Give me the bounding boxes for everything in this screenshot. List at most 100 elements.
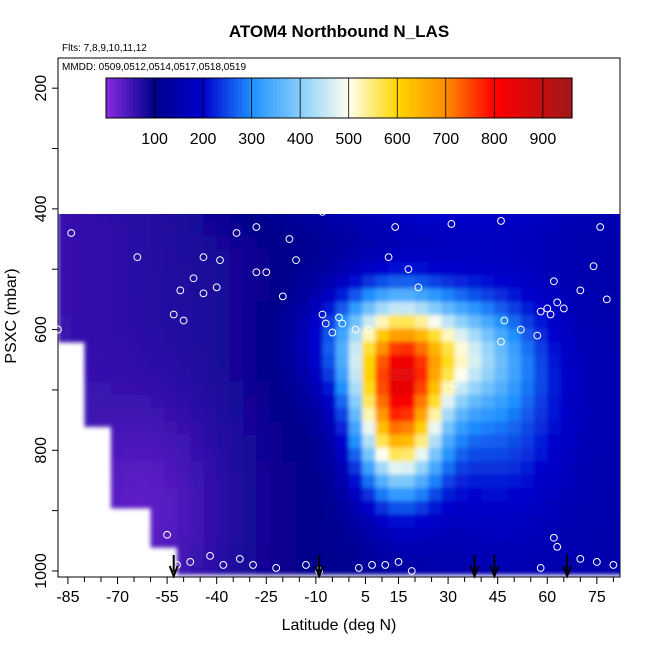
colorbar-frame	[105, 77, 573, 119]
heatmap-cell	[309, 381, 324, 396]
heatmap-cell	[84, 249, 99, 264]
heatmap-cell	[150, 328, 165, 343]
heatmap-cell	[547, 248, 562, 263]
heatmap-cell	[190, 222, 205, 237]
heatmap-cell	[348, 540, 363, 555]
sample-point	[447, 220, 456, 228]
heatmap-cell	[375, 514, 390, 529]
heatmap-cell	[401, 487, 416, 502]
heatmap-cell	[216, 381, 231, 396]
heatmap-cell	[322, 275, 337, 290]
heatmap-cell	[256, 487, 271, 502]
heatmap-cell	[494, 514, 509, 529]
heatmap-cell	[296, 328, 311, 343]
heatmap-cell	[441, 474, 456, 489]
heatmap-cell	[507, 248, 522, 263]
heatmap-cell	[415, 500, 430, 516]
heatmap-cell	[454, 328, 469, 343]
heatmap-cell	[322, 354, 337, 369]
heatmap-cell	[163, 394, 178, 409]
heatmap-cell	[163, 408, 178, 423]
heatmap-cell	[124, 447, 139, 462]
colorbar-segment	[339, 78, 344, 118]
heatmap-cell	[322, 567, 337, 575]
heatmap-cell	[600, 500, 615, 516]
x-axis: -85 -70 -55 -40 -25 -10 5 15 30 45 60 75	[56, 577, 614, 606]
heatmap-cell	[362, 567, 377, 575]
heatmap-cell	[507, 461, 522, 476]
heatmap-cell	[547, 474, 562, 489]
colorbar-segment	[420, 78, 426, 118]
heatmap-cell	[613, 275, 620, 290]
sample-point	[553, 141, 562, 150]
colorbar-segment	[230, 78, 235, 118]
heatmap-cell	[454, 500, 469, 516]
heatmap-cell	[269, 328, 284, 343]
sample-point	[186, 558, 195, 566]
heatmap-cell	[375, 368, 390, 383]
heatmap-cell	[494, 288, 509, 303]
heatmap-cell	[203, 500, 218, 516]
heatmap-cell	[454, 222, 469, 237]
heatmap-cell	[586, 214, 601, 223]
heatmap-cell	[507, 540, 522, 555]
heatmap-cell	[229, 275, 244, 290]
colorbar-segment	[424, 78, 429, 118]
heatmap-cell	[401, 447, 416, 462]
sample-point	[407, 567, 416, 575]
sample-point	[133, 253, 142, 262]
heatmap-cell	[229, 381, 244, 396]
heatmap-cell	[190, 214, 205, 223]
heatmap-cell	[348, 527, 363, 542]
colorbar-tick-label: 700	[432, 131, 459, 148]
colorbar-segment	[521, 78, 526, 118]
heatmap-cell	[375, 341, 390, 356]
heatmap-cell	[375, 214, 390, 223]
heatmap-cell	[177, 341, 192, 356]
heatmap-cell	[335, 554, 350, 569]
heatmap-cell	[586, 301, 601, 316]
heatmap-cell	[388, 500, 403, 516]
heatmap-cell	[362, 261, 377, 277]
heatmap-cell	[415, 434, 430, 449]
heatmap-cell	[309, 474, 324, 489]
colorbar-segment	[451, 78, 457, 118]
sample-point	[292, 256, 300, 265]
colorbar-segment	[362, 78, 367, 118]
arrow-marker-head	[469, 565, 480, 579]
heatmap-cell	[150, 354, 165, 369]
heatmap-cell	[362, 408, 377, 423]
heatmap-cell	[243, 288, 258, 303]
heatmap-cell	[110, 214, 125, 223]
heatmap-cell	[467, 461, 482, 476]
heatmap-cell	[269, 222, 284, 237]
heatmap-cell	[309, 540, 324, 555]
colorbar-segment	[486, 78, 492, 118]
sample-point	[596, 132, 605, 141]
heatmap-cell	[494, 341, 509, 356]
heatmap-cell	[84, 368, 99, 383]
heatmap-cell	[71, 214, 86, 224]
heatmap-cell	[520, 235, 535, 250]
heatmap-cell	[573, 408, 588, 423]
heatmap-cell	[362, 275, 377, 290]
heatmap-cell	[110, 288, 125, 303]
sample-point	[477, 168, 486, 177]
heatmap-cell	[401, 261, 416, 277]
heatmap-cell	[362, 514, 377, 529]
heatmap-cell	[507, 354, 522, 369]
heatmap-cell	[177, 222, 192, 237]
heatmap-cell	[401, 288, 416, 303]
heatmap-cell	[560, 248, 575, 263]
heatmap-cell	[454, 514, 469, 529]
heatmap-cell	[362, 527, 377, 542]
heatmap-cell	[282, 408, 297, 423]
sample-point	[302, 561, 310, 569]
heatmap-cell	[97, 381, 112, 396]
heatmap-cell	[481, 540, 496, 555]
heatmap-cell	[296, 354, 311, 369]
heatmap-cell	[163, 421, 178, 436]
heatmap-cell	[507, 381, 522, 396]
heatmap-cell	[243, 214, 258, 223]
heatmap-cell	[296, 514, 311, 529]
